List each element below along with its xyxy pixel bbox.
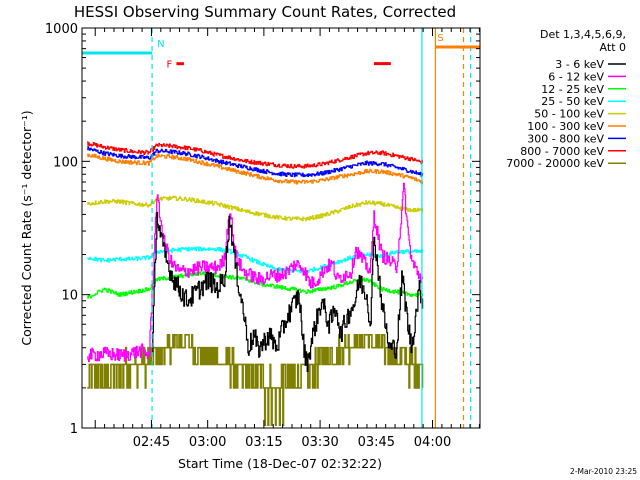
y-tick-label: 100 — [53, 155, 78, 170]
legend-label: 7000 - 20000 keV — [506, 157, 604, 170]
x-tick-label: 02:45 — [133, 435, 170, 450]
y-tick-label: 1 — [70, 422, 78, 437]
y-axis-label: Corrected Count Rate (s⁻¹ detector⁻¹) — [19, 110, 34, 345]
series-line-100-300-kev — [87, 153, 424, 185]
legend-label: 100 - 300 keV — [527, 120, 604, 133]
flag-label-n: N — [157, 39, 164, 50]
x-axis-label: Start Time (18-Dec-07 02:32:22) — [178, 456, 382, 471]
y-tick-label: 1000 — [45, 22, 78, 37]
x-tick-label: 04:00 — [414, 435, 451, 450]
x-tick-label: 03:45 — [358, 435, 395, 450]
legend-subtitle: Att 0 — [600, 41, 626, 54]
plot-area: N S F — [82, 28, 480, 428]
series-line-6-12-kev — [87, 182, 424, 363]
x-tick-label: 03:30 — [301, 435, 338, 450]
legend-label: 300 - 800 keV — [527, 132, 604, 145]
legend-label: 50 - 100 keV — [534, 108, 604, 121]
series-line-50-100-kev — [87, 195, 424, 222]
legend-label: 3 - 6 keV — [555, 58, 604, 71]
plot-frame — [81, 27, 481, 429]
x-tick-label: 03:00 — [189, 435, 226, 450]
series-line-25-50-kev — [87, 246, 424, 274]
legend-label: 12 - 25 keV — [541, 83, 604, 96]
flare-label: F — [166, 60, 172, 71]
date-stamp: 2-Mar-2010 23:25 — [570, 467, 637, 476]
legend-title: Det 1,3,4,5,6,9, — [540, 28, 626, 41]
chart-title: HESSI Observing Summary Count Rates, Cor… — [74, 3, 456, 21]
series-line-3-6-kev — [152, 211, 424, 372]
flag-label-s: S — [437, 33, 443, 44]
legend-label: 800 - 7000 keV — [520, 145, 604, 158]
x-axis: 02:45 03:00 03:15 03:30 03:45 04:00 — [94, 28, 480, 450]
legend-label: 25 - 50 keV — [541, 95, 604, 108]
x-tick-label: 03:15 — [245, 435, 282, 450]
series-line-7000-20000-kev — [87, 334, 424, 426]
y-axis: 1 10 100 1000 — [45, 22, 480, 437]
series-line-300-800-kev — [87, 146, 424, 178]
y-tick-label: 10 — [61, 289, 78, 304]
series-line-12-25-kev — [87, 271, 424, 299]
series-line-800-7000-kev — [87, 141, 424, 169]
legend-label: 6 - 12 keV — [548, 70, 604, 83]
